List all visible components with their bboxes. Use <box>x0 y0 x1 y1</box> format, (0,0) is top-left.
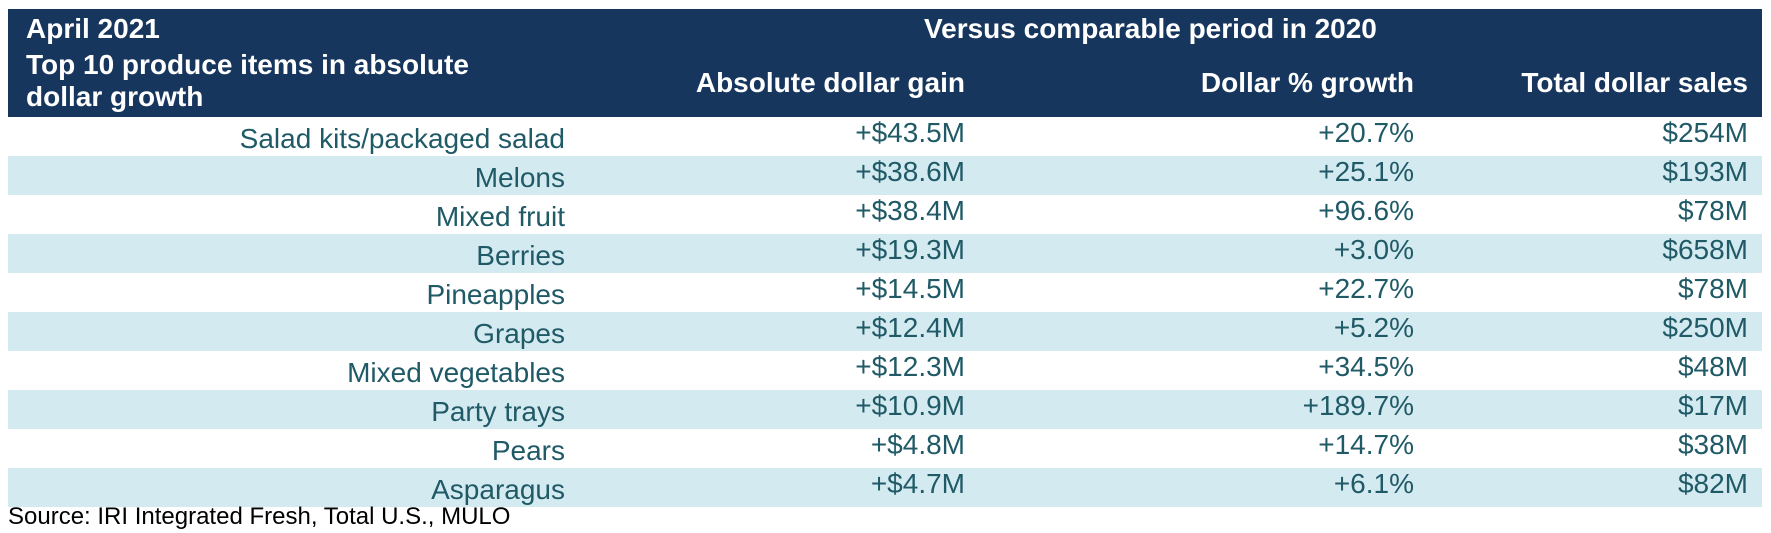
percent-growth-value: +22.7% <box>1318 273 1414 304</box>
column-header-total-sales: Total dollar sales <box>1521 67 1748 98</box>
produce-growth-table: April 2021 Top 10 produce items in absol… <box>8 9 1762 507</box>
table-row: Berries +$19.3M +3.0% $658M <box>8 234 1762 273</box>
absolute-gain-value: +$14.5M <box>855 273 965 304</box>
absolute-gain-value: +$4.7M <box>870 468 965 499</box>
table-row: Mixed fruit +$38.4M +96.6% $78M <box>8 195 1762 234</box>
source-note: Source: IRI Integrated Fresh, Total U.S.… <box>8 503 511 530</box>
table-row: Party trays +$10.9M +189.7% $17M <box>8 390 1762 429</box>
absolute-gain-value: +$4.8M <box>870 429 965 460</box>
percent-growth-value: +34.5% <box>1318 351 1414 382</box>
item-name: Pineapples <box>426 279 565 310</box>
percent-growth-value: +189.7% <box>1302 390 1414 421</box>
total-sales-value: $250M <box>1662 312 1748 343</box>
table-row: Pineapples +$14.5M +22.7% $78M <box>8 273 1762 312</box>
table-row: Asparagus +$4.7M +6.1% $82M <box>8 468 1762 507</box>
percent-growth-value: +3.0% <box>1333 234 1414 265</box>
table-row: Pears +$4.8M +14.7% $38M <box>8 429 1762 468</box>
item-name: Pears <box>491 435 565 466</box>
column-header-percent-growth: Dollar % growth <box>1200 67 1414 98</box>
table-header: April 2021 Top 10 produce items in absol… <box>8 9 1762 117</box>
header-comparison-label: Versus comparable period in 2020 <box>924 13 1377 44</box>
item-name: Grapes <box>473 318 565 349</box>
percent-growth-value: +6.1% <box>1333 468 1414 499</box>
absolute-gain-value: +$19.3M <box>855 234 965 265</box>
percent-growth-value: +5.2% <box>1333 312 1414 343</box>
total-sales-value: $82M <box>1677 468 1748 499</box>
percent-growth-value: +96.6% <box>1318 195 1414 226</box>
column-header-absolute-gain: Absolute dollar gain <box>695 67 965 98</box>
item-name: Melons <box>474 162 565 193</box>
total-sales-value: $78M <box>1677 273 1748 304</box>
table-row: Mixed vegetables +$12.3M +34.5% $48M <box>8 351 1762 390</box>
total-sales-value: $254M <box>1662 117 1748 148</box>
item-name: Mixed vegetables <box>347 357 565 388</box>
item-name: Berries <box>476 240 565 271</box>
total-sales-value: $78M <box>1677 195 1748 226</box>
item-name: Salad kits/packaged salad <box>239 123 565 154</box>
total-sales-value: $193M <box>1662 156 1748 187</box>
header-subtitle: Top 10 produce items in absolute dollar … <box>26 49 469 112</box>
absolute-gain-value: +$10.9M <box>855 390 965 421</box>
table-row: Melons +$38.6M +25.1% $193M <box>8 156 1762 195</box>
item-name: Party trays <box>431 396 565 427</box>
percent-growth-value: +25.1% <box>1318 156 1414 187</box>
item-name: Mixed fruit <box>435 201 565 232</box>
absolute-gain-value: +$38.4M <box>855 195 965 226</box>
total-sales-value: $658M <box>1662 234 1748 265</box>
absolute-gain-value: +$12.4M <box>855 312 965 343</box>
table-row: Grapes +$12.4M +5.2% $250M <box>8 312 1762 351</box>
item-name: Asparagus <box>431 474 565 505</box>
header-period: April 2021 <box>26 13 160 44</box>
absolute-gain-value: +$12.3M <box>855 351 965 382</box>
total-sales-value: $48M <box>1677 351 1748 382</box>
absolute-gain-value: +$43.5M <box>855 117 965 148</box>
percent-growth-value: +20.7% <box>1318 117 1414 148</box>
percent-growth-value: +14.7% <box>1318 429 1414 460</box>
total-sales-value: $38M <box>1677 429 1748 460</box>
table-body: Salad kits/packaged salad +$43.5M +20.7% $2… <box>8 117 1762 507</box>
table-row: Salad kits/packaged salad +$43.5M +20.7% $2… <box>8 117 1762 156</box>
absolute-gain-value: +$38.6M <box>855 156 965 187</box>
total-sales-value: $17M <box>1677 390 1748 421</box>
